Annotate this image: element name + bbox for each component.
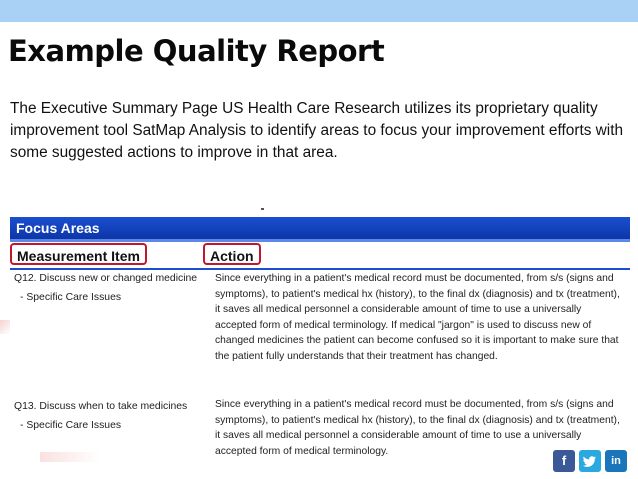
focus-areas-underline — [10, 239, 630, 242]
action-header: Action — [203, 243, 261, 265]
linkedin-icon[interactable]: in — [605, 450, 627, 472]
focus-areas-header: Focus Areas — [10, 217, 630, 239]
header-rule — [10, 268, 630, 270]
q13-category: - Specific Care Issues — [20, 420, 122, 431]
q12-label: Q12. Discuss new or changed medicine — [14, 273, 198, 284]
facebook-icon[interactable]: f — [553, 450, 575, 472]
q13-label: Q13. Discuss when to take medicines — [14, 401, 188, 412]
intro-paragraph: The Executive Summary Page US Health Car… — [10, 100, 624, 161]
q12-category: - Specific Care Issues — [20, 292, 122, 303]
twitter-bird-icon — [583, 456, 596, 467]
q12-action-text: Since everything in a patient's medical … — [215, 273, 620, 362]
scan-smudge — [40, 452, 100, 462]
page-title: Example Quality Report — [8, 34, 385, 68]
twitter-icon[interactable] — [579, 450, 601, 472]
scan-smudge — [0, 320, 10, 334]
top-accent-band — [0, 0, 638, 22]
measurement-item-header: Measurement Item — [10, 243, 147, 265]
scan-dot — [261, 208, 264, 210]
q13-action-text: Since everything in a patient's medical … — [215, 399, 620, 457]
